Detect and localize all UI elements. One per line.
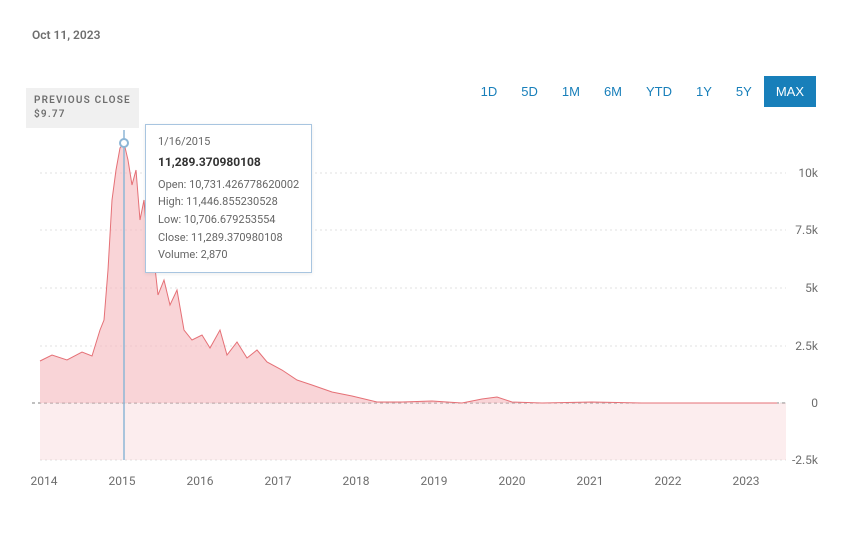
range-button-5y[interactable]: 5Y [724, 76, 764, 107]
previous-close-badge: PREVIOUS CLOSE $9.77 [26, 88, 139, 128]
x-axis-tick: 2017 [265, 474, 292, 488]
hover-marker [119, 138, 129, 148]
range-button-1d[interactable]: 1D [469, 76, 510, 107]
tooltip-close: Close: 11,289.370980108 [158, 229, 299, 247]
range-button-1y[interactable]: 1Y [684, 76, 724, 107]
x-axis-tick: 2015 [109, 474, 136, 488]
x-axis-tick: 2021 [577, 474, 604, 488]
y-axis-tick: 2.5k [795, 339, 818, 353]
range-button-group: 1D5D1M6MYTD1Y5YMAX [469, 76, 816, 107]
previous-close-value: $9.77 [34, 108, 131, 122]
range-button-max[interactable]: MAX [764, 76, 816, 107]
x-axis-tick: 2023 [733, 474, 760, 488]
range-button-5d[interactable]: 5D [509, 76, 550, 107]
range-button-ytd[interactable]: YTD [634, 76, 684, 107]
tooltip-value: 11,289.370980108 [158, 153, 299, 172]
tooltip-date: 1/16/2015 [158, 133, 299, 151]
x-axis-tick: 2018 [343, 474, 370, 488]
x-axis-tick: 2019 [421, 474, 448, 488]
chart-tooltip: 1/16/2015 11,289.370980108 Open: 10,731.… [145, 124, 312, 273]
tooltip-volume: Volume: 2,870 [158, 246, 299, 264]
x-axis-tick: 2020 [499, 474, 526, 488]
tooltip-low: Low: 10,706.679253554 [158, 211, 299, 229]
y-axis-tick: -2.5k [792, 453, 818, 467]
tooltip-high: High: 11,446.855230528 [158, 193, 299, 211]
tooltip-open: Open: 10,731.426778620002 [158, 176, 299, 194]
y-axis-tick: 5k [805, 281, 818, 295]
x-axis-tick: 2022 [655, 474, 682, 488]
range-button-6m[interactable]: 6M [592, 76, 634, 107]
previous-close-label: PREVIOUS CLOSE [34, 94, 131, 108]
y-axis-tick: 0 [811, 396, 818, 410]
as-of-date: Oct 11, 2023 [32, 28, 100, 42]
y-axis-tick: 10k [798, 166, 818, 180]
x-axis-tick: 2016 [187, 474, 214, 488]
range-button-1m[interactable]: 1M [550, 76, 592, 107]
x-axis-tick: 2014 [31, 474, 58, 488]
y-axis-tick: 7.5k [795, 223, 818, 237]
